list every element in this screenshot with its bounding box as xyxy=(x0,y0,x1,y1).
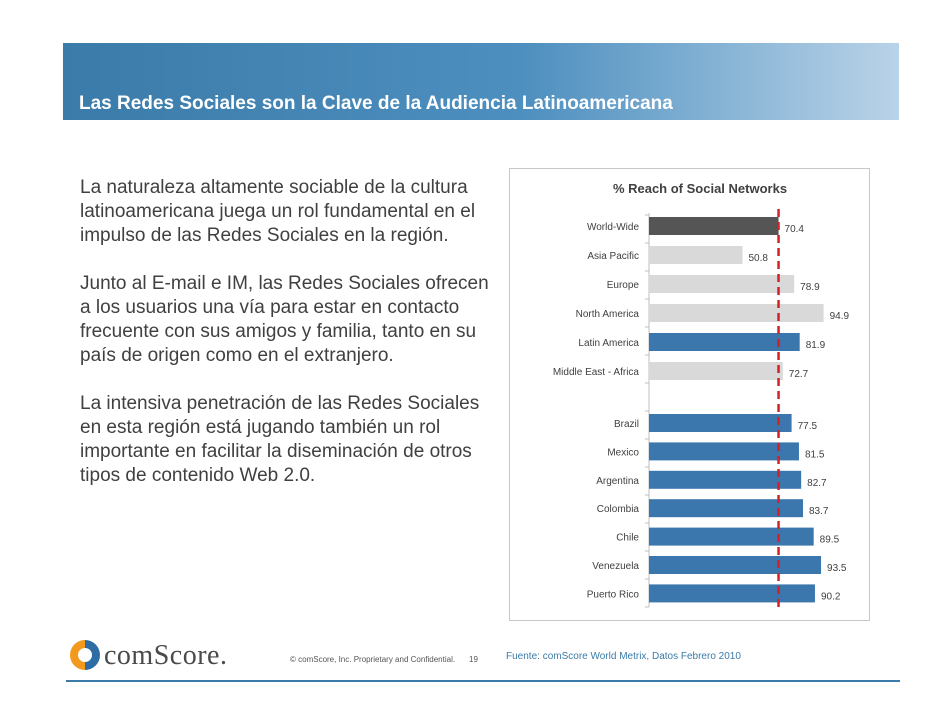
category-label-mexico: Mexico xyxy=(607,447,639,458)
reach-chart-svg: % Reach of Social Networks World-Wide 70.4… xyxy=(553,181,850,609)
bar-latin-america xyxy=(649,333,800,351)
bar-europe xyxy=(649,275,795,293)
source-text: Fuente: comScore World Metrix, Datos Feb… xyxy=(506,651,741,662)
category-label-latin-america: Latin America xyxy=(578,338,639,349)
body-text: La naturaleza altamente sociable de la c… xyxy=(80,176,500,512)
category-label-middle-east-africa: Middle East - Africa xyxy=(553,367,640,378)
value-label-north-america: 94.9 xyxy=(830,311,850,322)
value-label-colombia: 83.7 xyxy=(809,506,829,517)
page-number: 19 xyxy=(469,655,478,664)
category-label-chile: Chile xyxy=(616,533,639,544)
value-label-brazil: 77.5 xyxy=(798,421,818,432)
value-label-chile: 89.5 xyxy=(820,535,840,546)
logo-text: comScore. xyxy=(104,640,228,671)
category-label-north-america: North America xyxy=(576,309,640,320)
bar-venezuela xyxy=(649,556,822,574)
paragraph-3: La intensiva penetración de las Redes So… xyxy=(80,393,480,486)
category-label-europe: Europe xyxy=(607,280,640,291)
bar-north-america xyxy=(649,304,824,322)
value-label-venezuela: 93.5 xyxy=(827,563,847,574)
reach-chart: % Reach of Social Networks World-Wide 70.4… xyxy=(509,168,870,621)
bar-middle-east-africa xyxy=(649,362,783,380)
value-label-europe: 78.9 xyxy=(800,282,820,293)
copyright-text: © comScore, Inc. Proprietary and Confide… xyxy=(290,655,456,664)
value-label-middle-east-africa: 72.7 xyxy=(789,369,809,380)
comscore-logo: comScore. xyxy=(70,638,245,674)
bar-world-wide xyxy=(649,217,779,235)
bar-argentina xyxy=(649,470,802,489)
value-label-puerto-rico: 90.2 xyxy=(821,591,841,602)
bar-brazil xyxy=(649,414,792,432)
header-banner: Las Redes Sociales son la Clave de la Au… xyxy=(63,43,899,120)
value-label-argentina: 82.7 xyxy=(807,478,827,489)
value-label-mexico: 81.5 xyxy=(805,449,825,460)
bar-mexico xyxy=(649,442,799,461)
bar-chile xyxy=(649,527,814,546)
category-label-colombia: Colombia xyxy=(597,504,640,515)
comscore-logo-icon xyxy=(70,640,100,670)
paragraph-2: Junto al E-mail e IM, las Redes Sociales… xyxy=(80,273,489,366)
bar-colombia xyxy=(649,499,804,518)
chart-title: % Reach of Social Networks xyxy=(613,181,787,196)
category-label-venezuela: Venezuela xyxy=(592,561,639,572)
category-label-world-wide: World-Wide xyxy=(587,222,639,233)
value-label-latin-america: 81.9 xyxy=(806,340,826,351)
category-label-puerto-rico: Puerto Rico xyxy=(587,589,640,600)
category-label-argentina: Argentina xyxy=(596,476,639,487)
category-label-asia-pacific: Asia Pacific xyxy=(587,251,639,262)
footer-divider xyxy=(66,680,900,682)
page-title: Las Redes Sociales son la Clave de la Au… xyxy=(79,93,673,114)
paragraph-1: La naturaleza altamente sociable de la c… xyxy=(80,177,476,246)
category-label-brazil: Brazil xyxy=(614,419,639,430)
value-label-world-wide: 70.4 xyxy=(785,224,805,235)
value-label-asia-pacific: 50.8 xyxy=(748,253,768,264)
bar-puerto-rico xyxy=(649,584,815,603)
bar-asia-pacific xyxy=(649,246,743,264)
